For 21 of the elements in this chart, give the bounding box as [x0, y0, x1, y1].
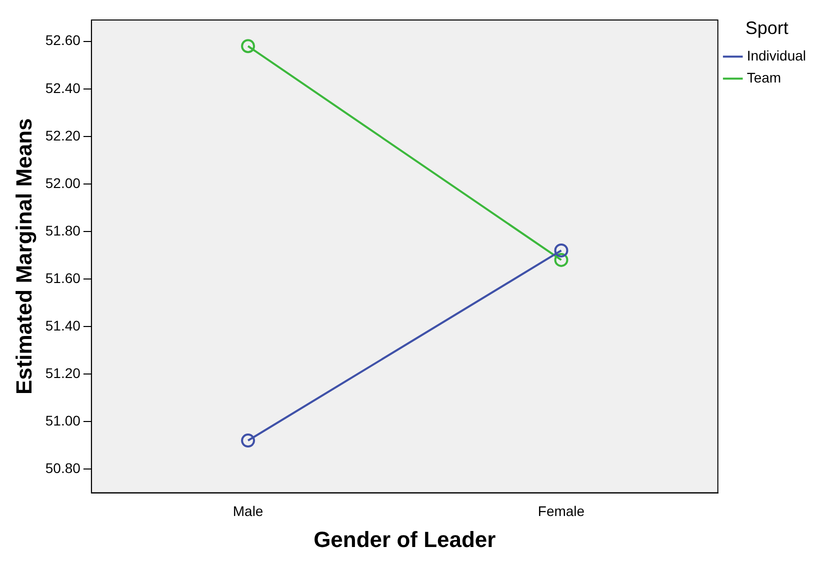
x-tick-label: Female: [538, 503, 585, 520]
y-tick-label: 50.80: [45, 460, 81, 476]
y-tick-label: 52.20: [45, 127, 81, 144]
y-tick-label: 52.60: [45, 32, 81, 48]
y-tick-label: 51.60: [45, 270, 81, 286]
point: [241, 434, 256, 448]
point: [554, 252, 568, 267]
y-tick-label: 51.00: [45, 412, 81, 428]
y-tick-label: 51.40: [45, 317, 81, 334]
x-axis-title: Gender of Leader: [314, 526, 496, 552]
point: [554, 243, 568, 258]
legend-label: Team: [746, 69, 782, 86]
legend-title: Sport: [745, 18, 788, 38]
y-tick-label: 52.00: [45, 174, 81, 191]
y-tick-label: 52.40: [45, 80, 81, 96]
y-tick-label: 51.80: [45, 222, 81, 238]
y-tick-label: 51.20: [45, 364, 81, 381]
x-tick-label: Male: [232, 503, 264, 520]
y-axis-title: Estimated Marginal Means: [11, 118, 36, 395]
legend-label: Individual: [746, 47, 806, 64]
point: [241, 39, 256, 54]
